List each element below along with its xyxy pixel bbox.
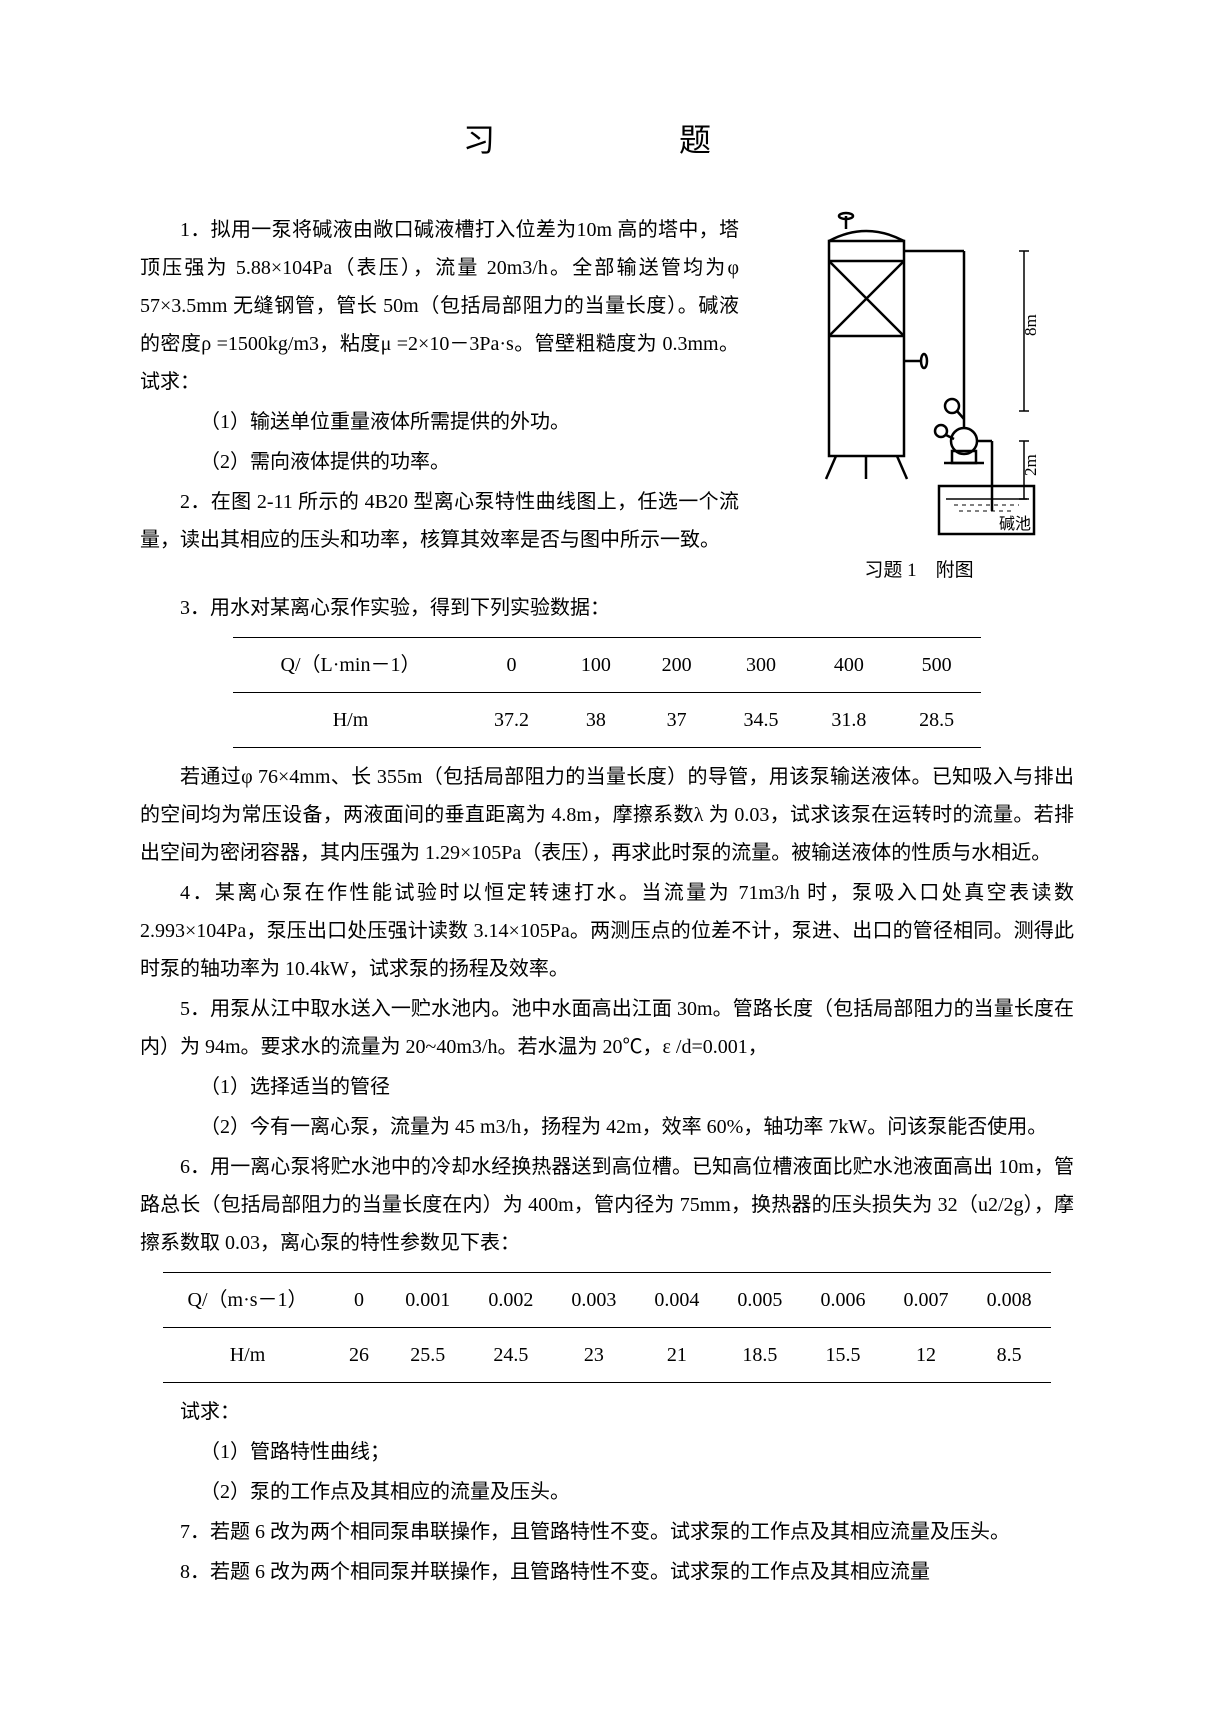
table-cell: 38 (555, 692, 636, 747)
table-cell: 31.8 (805, 692, 893, 747)
table-cell: Q/（L·min－1） (233, 637, 467, 692)
problem-7: 7．若题 6 改为两个相同泵串联操作，且管路特性不变。试求泵的工作点及其相应流量… (140, 1513, 1074, 1551)
table-cell: 28.5 (893, 692, 981, 747)
table-cell: 0.008 (968, 1272, 1051, 1327)
problem-3: 3．用水对某离心泵作实验，得到下列实验数据： (140, 589, 1074, 627)
table-cell: 37 (636, 692, 717, 747)
problem-6b: 试求： (140, 1393, 1074, 1431)
table-cell: 400 (805, 637, 893, 692)
table-cell: 15.5 (801, 1327, 884, 1382)
page-title: 习 题 (140, 110, 1074, 171)
problem-6-sub2: （2）泵的工作点及其相应的流量及压头。 (140, 1473, 1074, 1511)
problem-8: 8．若题 6 改为两个相同泵并联操作，且管路特性不变。试求泵的工作点及其相应流量 (140, 1553, 1074, 1591)
dim-8m: 8m (1021, 314, 1040, 336)
table-cell: 12 (884, 1327, 967, 1382)
table-cell: 0.006 (801, 1272, 884, 1327)
problem-6: 6．用一离心泵将贮水池中的冷却水经换热器送到高位槽。已知高位槽液面比贮水池液面高… (140, 1148, 1074, 1262)
dim-2m: 2m (1021, 454, 1040, 476)
table-cell: 18.5 (718, 1327, 801, 1382)
table-problem-3: Q/（L·min－1） 0 100 200 300 400 500 H/m 37… (233, 637, 980, 748)
table-cell: 500 (893, 637, 981, 692)
table-cell: 21 (635, 1327, 718, 1382)
table-cell: 23 (552, 1327, 635, 1382)
table-cell: H/m (163, 1327, 331, 1382)
table-cell: 0.003 (552, 1272, 635, 1327)
table-cell: 0.001 (386, 1272, 469, 1327)
problem-6-sub1: （1）管路特性曲线； (140, 1433, 1074, 1471)
table-cell: 0.002 (469, 1272, 552, 1327)
table-cell: 26 (332, 1327, 387, 1382)
problem-5-sub1: （1）选择适当的管径 (140, 1068, 1074, 1106)
pump-diagram-svg: 8m 2m 碱池 (774, 211, 1064, 541)
table-row: H/m 26 25.5 24.5 23 21 18.5 15.5 12 8.5 (163, 1327, 1050, 1382)
table-cell: 8.5 (968, 1327, 1051, 1382)
table-cell: 34.5 (717, 692, 805, 747)
table-row: H/m 37.2 38 37 34.5 31.8 28.5 (233, 692, 980, 747)
table-cell: H/m (233, 692, 467, 747)
problem-3b: 若通过φ 76×4mm、长 355m（包括局部阻力的当量长度）的导管，用该泵输送… (140, 758, 1074, 872)
table-cell: 0.005 (718, 1272, 801, 1327)
table-cell: 300 (717, 637, 805, 692)
table-cell: 100 (555, 637, 636, 692)
table-cell: 0 (332, 1272, 387, 1327)
figure-1: 8m 2m 碱池 习题 1 附图 (764, 211, 1074, 589)
problem-4: 4．某离心泵在作性能试验时以恒定转速打水。当流量为 71m3/h 时，泵吸入口处… (140, 874, 1074, 988)
problem-5-sub2: （2）今有一离心泵，流量为 45 m3/h，扬程为 42m，效率 60%，轴功率… (140, 1108, 1074, 1146)
table-cell: 0 (468, 637, 556, 692)
table-cell: 24.5 (469, 1327, 552, 1382)
table-row: Q/（m·s－1） 0 0.001 0.002 0.003 0.004 0.00… (163, 1272, 1050, 1327)
problem-5: 5．用泵从江中取水送入一贮水池内。池中水面高出江面 30m。管路长度（包括局部阻… (140, 990, 1074, 1066)
table-cell: 0.004 (635, 1272, 718, 1327)
tank-label: 碱池 (999, 515, 1031, 533)
table-cell: 0.007 (884, 1272, 967, 1327)
table-cell: 200 (636, 637, 717, 692)
table-cell: 25.5 (386, 1327, 469, 1382)
table-cell: 37.2 (468, 692, 556, 747)
table-problem-6: Q/（m·s－1） 0 0.001 0.002 0.003 0.004 0.00… (163, 1272, 1050, 1383)
table-row: Q/（L·min－1） 0 100 200 300 400 500 (233, 637, 980, 692)
figure-caption: 习题 1 附图 (764, 553, 1074, 589)
table-cell: Q/（m·s－1） (163, 1272, 331, 1327)
